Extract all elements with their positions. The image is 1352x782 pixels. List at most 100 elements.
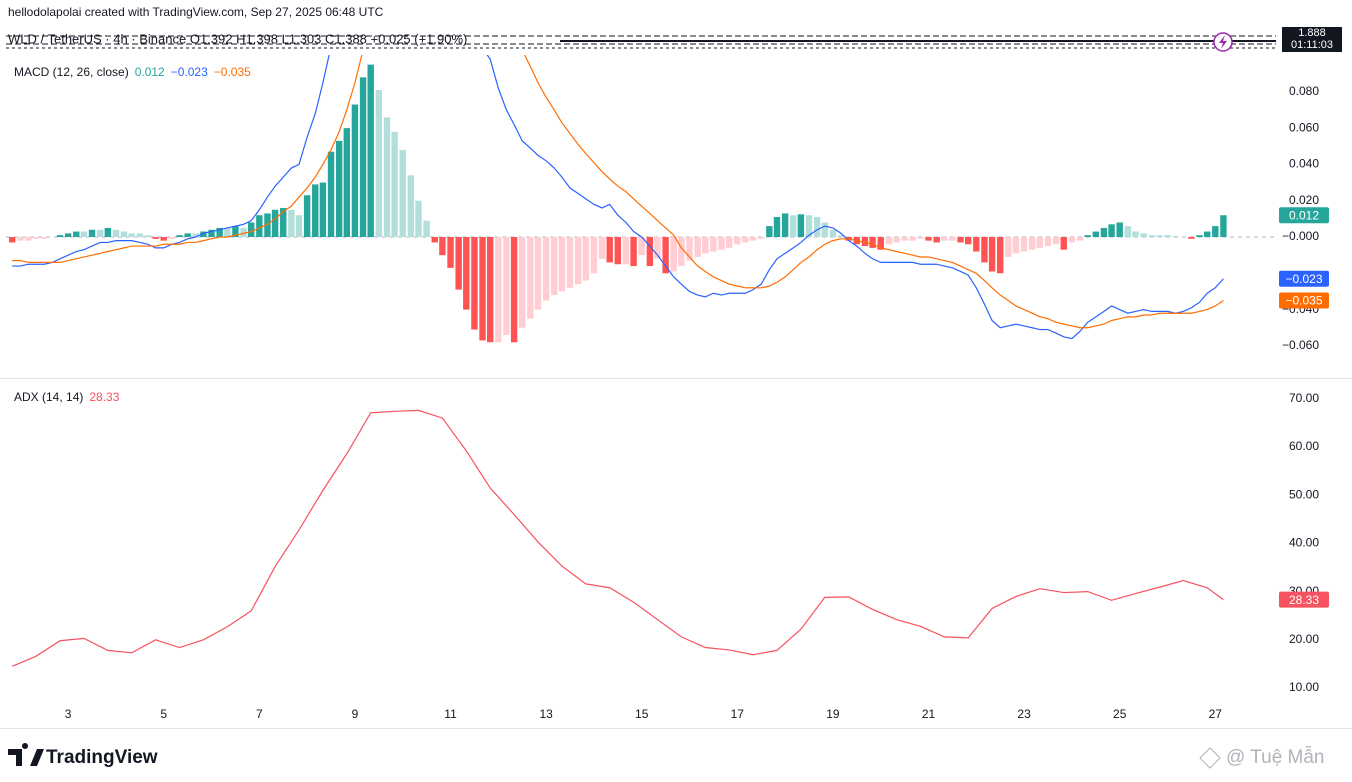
histogram-bar bbox=[375, 90, 383, 238]
histogram-bar bbox=[64, 233, 72, 238]
histogram-bar bbox=[1196, 235, 1203, 238]
histogram-bar bbox=[1036, 237, 1044, 248]
y-tick-label: 0.060 bbox=[1289, 120, 1319, 134]
histogram-bar bbox=[574, 237, 582, 285]
last-value-box bbox=[1279, 207, 1329, 224]
histogram-bar bbox=[1220, 215, 1227, 238]
histogram-bar bbox=[964, 237, 972, 245]
x-tick-label: 17 bbox=[731, 707, 745, 721]
histogram-bar bbox=[1029, 237, 1036, 250]
histogram-bar bbox=[590, 237, 598, 274]
histogram-bar bbox=[240, 227, 247, 238]
histogram-bar bbox=[447, 237, 454, 268]
histogram-bar bbox=[80, 231, 88, 238]
histogram-bar bbox=[200, 231, 207, 238]
indicator-title: MACD (12, 26, close) bbox=[14, 65, 129, 79]
histogram-bar bbox=[766, 226, 773, 238]
y-tick-label: 40.00 bbox=[1289, 536, 1319, 550]
x-tick-label: 21 bbox=[922, 707, 936, 721]
histogram-bar bbox=[1068, 237, 1076, 243]
legend-value: −0.023 bbox=[171, 65, 208, 79]
histogram-bar bbox=[758, 237, 765, 239]
histogram-bar bbox=[933, 237, 940, 243]
histogram-bar bbox=[399, 149, 406, 238]
histogram-bar bbox=[949, 237, 956, 241]
histogram-bar bbox=[495, 237, 502, 343]
histogram-bar bbox=[383, 117, 391, 238]
histogram-bar bbox=[144, 235, 152, 238]
histogram-bar bbox=[280, 207, 287, 238]
histogram-bar bbox=[288, 209, 295, 238]
symbol-line: WLD / TetherUS · 4h · Binance O1.392 H1.… bbox=[8, 31, 467, 46]
alert-bolt bbox=[1219, 35, 1227, 49]
histogram-bar bbox=[1132, 231, 1139, 238]
histogram-bar bbox=[359, 77, 367, 238]
indicator-line bbox=[11, 409, 1224, 667]
histogram-bar bbox=[367, 64, 374, 238]
histogram-bar bbox=[710, 237, 717, 252]
y-tick-label: 70.00 bbox=[1289, 391, 1319, 405]
histogram-bar bbox=[519, 237, 526, 328]
histogram-bar bbox=[606, 237, 613, 263]
histogram-bar bbox=[1212, 226, 1219, 238]
histogram-bar bbox=[271, 209, 279, 238]
histogram-bar bbox=[1203, 231, 1211, 238]
histogram-bar bbox=[1164, 235, 1171, 238]
y-tick-label: 10.00 bbox=[1289, 680, 1319, 694]
histogram-bar bbox=[973, 237, 980, 252]
histogram-bar bbox=[264, 213, 271, 238]
histogram-bar bbox=[901, 237, 908, 241]
histogram-bar bbox=[32, 237, 40, 239]
histogram-bar bbox=[303, 195, 311, 238]
histogram-bar bbox=[73, 231, 80, 238]
y-tick-label: 0.080 bbox=[1289, 84, 1319, 98]
indicator-line bbox=[12, 55, 1224, 340]
y-tick-label: 0.020 bbox=[1289, 193, 1319, 207]
histogram-bar bbox=[208, 229, 215, 238]
histogram-bar bbox=[821, 222, 828, 238]
histogram-bar bbox=[1092, 231, 1100, 238]
histogram-bar bbox=[1012, 237, 1020, 254]
histogram-bar bbox=[718, 237, 725, 250]
histogram-bar bbox=[997, 237, 1004, 274]
histogram-bar bbox=[232, 226, 239, 238]
price-box bbox=[1282, 27, 1342, 52]
histogram-bar bbox=[869, 237, 876, 248]
legend-value: 28.33 bbox=[89, 390, 119, 404]
histogram-bar bbox=[439, 237, 446, 256]
histogram-bar bbox=[622, 237, 630, 265]
histogram-bar bbox=[1020, 237, 1028, 252]
x-tick-label: 19 bbox=[826, 707, 840, 721]
histogram-bar bbox=[295, 215, 303, 238]
histogram-bar bbox=[503, 237, 510, 335]
histogram-bar bbox=[797, 214, 805, 238]
histogram-bar bbox=[184, 233, 191, 238]
histogram-bar bbox=[1124, 226, 1132, 238]
histogram-bar bbox=[351, 104, 359, 238]
histogram-bar bbox=[614, 237, 622, 265]
histogram-bar bbox=[630, 237, 637, 267]
histogram-bar bbox=[551, 237, 558, 296]
histogram-bar bbox=[1060, 237, 1067, 250]
histogram-bar bbox=[638, 237, 645, 256]
histogram-bar bbox=[1044, 237, 1052, 247]
histogram-bar bbox=[256, 215, 263, 238]
histogram-bar bbox=[56, 235, 64, 238]
histogram-bar bbox=[1108, 224, 1115, 238]
histogram-bar bbox=[988, 237, 996, 272]
price-label: 1.888 bbox=[1298, 27, 1326, 39]
plot-area bbox=[11, 409, 1224, 667]
x-tick-label: 25 bbox=[1113, 707, 1127, 721]
histogram-bar bbox=[790, 215, 797, 238]
histogram-bar bbox=[861, 237, 869, 247]
histogram-bar bbox=[479, 237, 486, 341]
histogram-bar bbox=[423, 220, 430, 238]
x-tick-label: 23 bbox=[1017, 707, 1031, 721]
histogram-bar bbox=[527, 237, 534, 319]
x-tick-label: 3 bbox=[65, 707, 72, 721]
histogram-bar bbox=[176, 235, 183, 238]
histogram-bar bbox=[17, 237, 24, 241]
histogram-bar bbox=[1172, 236, 1179, 238]
